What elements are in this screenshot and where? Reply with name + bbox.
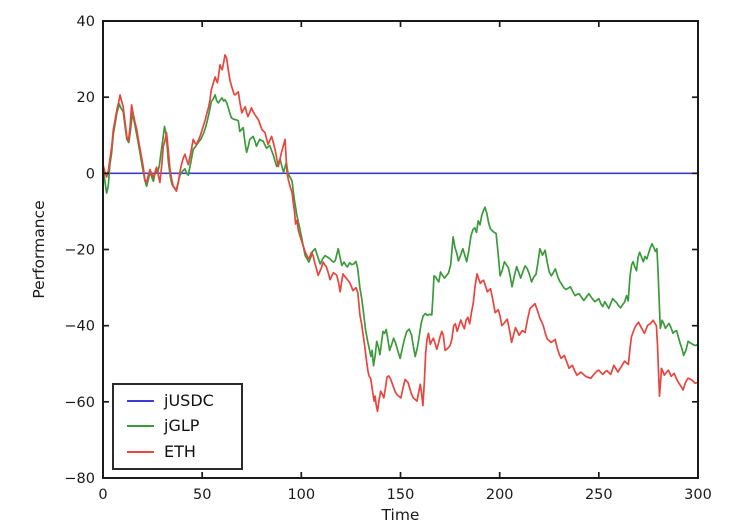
legend-item-eth: ETH [114, 444, 241, 460]
y-tick-label: 40 [77, 14, 95, 30]
legend-label-jusdc: jUSDC [164, 390, 214, 410]
x-tick-label: 50 [193, 487, 211, 503]
legend-item-jglp: jGLP [114, 418, 241, 434]
legend-line-jglp-icon [127, 425, 154, 428]
x-axis-label: Time [381, 506, 420, 524]
legend-label-eth: ETH [164, 442, 196, 462]
x-tick-label: 200 [486, 487, 514, 503]
x-tick-label: 300 [684, 487, 712, 503]
x-tick-label: 250 [585, 487, 613, 503]
y-tick-label: −60 [64, 395, 95, 411]
jglp-line [102, 94, 699, 367]
legend-line-jusdc-icon [127, 399, 154, 402]
legend: jUSDC jGLP ETH [112, 383, 243, 470]
y-tick-label: −20 [64, 243, 95, 259]
y-axis-label: Performance [30, 200, 48, 298]
x-tick-label: 150 [387, 487, 415, 503]
y-tick-label: 20 [77, 90, 95, 106]
eth-line [102, 54, 699, 413]
x-tick-label: 100 [287, 487, 315, 503]
y-tick-label: 0 [86, 166, 95, 182]
legend-item-jusdc: jUSDC [114, 390, 241, 410]
y-tick-label: −80 [64, 471, 95, 487]
y-tick-label: −40 [64, 319, 95, 335]
x-tick-label: 0 [98, 487, 107, 503]
legend-line-eth-icon [127, 451, 154, 454]
legend-label-jglp: jGLP [164, 416, 200, 436]
